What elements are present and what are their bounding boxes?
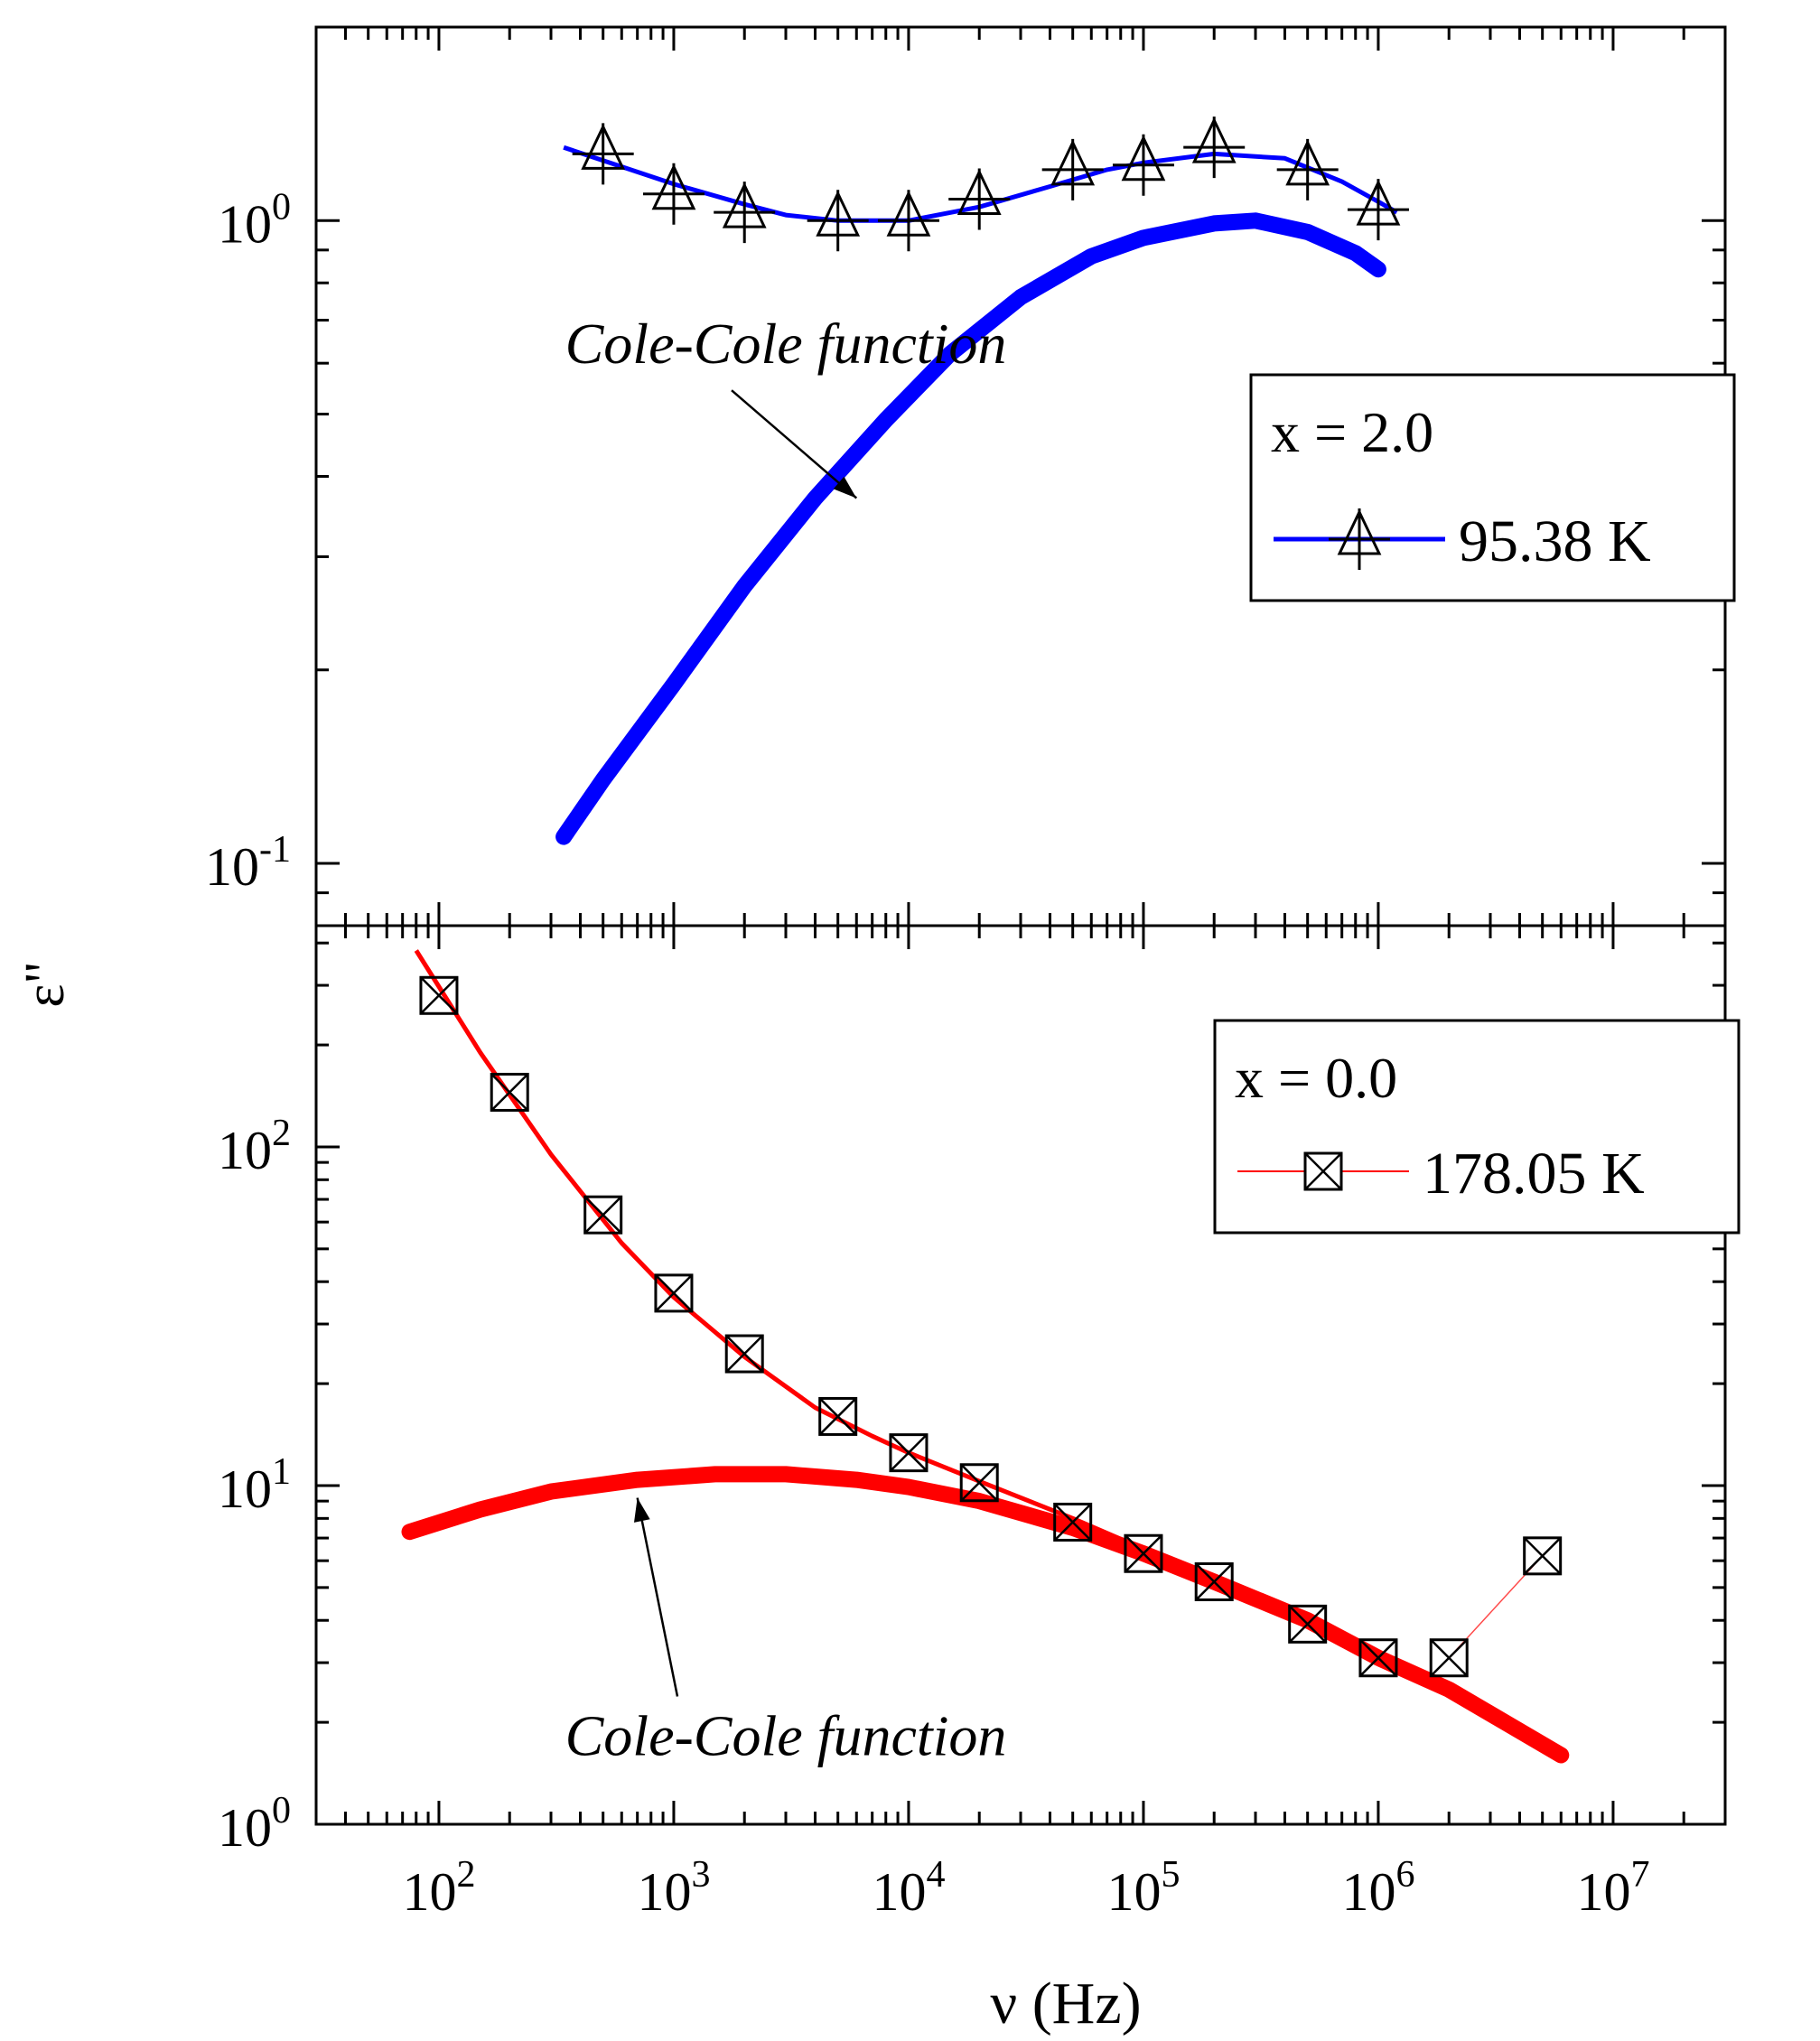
legend-box — [1249, 373, 1736, 602]
y-tick-label: 10-1 — [205, 829, 291, 897]
marker-x2 — [583, 1196, 622, 1235]
marker-square — [583, 1195, 623, 1235]
x-tick-label: 104 — [872, 1854, 945, 1922]
data-point-square — [1288, 1604, 1328, 1644]
legend: x = 2.0 95.38 K — [1249, 373, 1736, 602]
y-axis-label: ε" — [14, 961, 76, 1007]
marker-square — [959, 1463, 999, 1503]
cole-cole-annotation: Cole-Cole function — [565, 312, 1007, 376]
marker-x2 — [1053, 1503, 1092, 1542]
marker-x2 — [490, 1073, 529, 1112]
data-point-square — [490, 1072, 529, 1112]
data-point-square — [818, 1396, 858, 1436]
marker-x2 — [1288, 1605, 1327, 1644]
marker-x2 — [1430, 1638, 1469, 1677]
data-point-triangle — [1041, 138, 1104, 200]
marker-x2 — [818, 1397, 857, 1436]
marker-square — [724, 1334, 764, 1374]
x-axis-label: ν (Hz) — [990, 1971, 1141, 2036]
marker-square — [1523, 1536, 1563, 1576]
data-point-square — [889, 1433, 929, 1473]
cole-cole-curve — [555, 212, 1386, 845]
annotation-arrow-head — [633, 1497, 650, 1523]
marker-square — [1429, 1638, 1469, 1678]
cole-cole-annotation: Cole-Cole function — [565, 1703, 1007, 1767]
marker-square — [889, 1433, 929, 1473]
marker-square — [1358, 1638, 1398, 1678]
legend-entry-label: 95.38 K — [1459, 508, 1651, 574]
legend: x = 0.0 178.05 K — [1213, 1019, 1741, 1235]
marker-square — [654, 1273, 694, 1313]
data-point-triangle — [1276, 138, 1339, 200]
data-point-square — [724, 1334, 764, 1374]
data-point-triangle — [714, 182, 776, 244]
data-point-triangle — [1183, 116, 1246, 179]
data-point-triangle — [1112, 134, 1174, 196]
data-point-square — [1053, 1502, 1093, 1542]
data-point-square — [1523, 1536, 1563, 1576]
data-point-triangle — [642, 163, 705, 225]
data-point-square — [654, 1273, 694, 1313]
cole-cole-curve — [401, 1466, 1570, 1764]
marker-x2 — [960, 1463, 999, 1502]
data-point-square — [1194, 1561, 1234, 1601]
y-tick-label: 100 — [218, 186, 291, 254]
marker-square — [490, 1072, 529, 1112]
legend-entry-label: 178.05 K — [1423, 1141, 1645, 1207]
marker-x2 — [1125, 1534, 1162, 1573]
y-tick-label: 101 — [218, 1451, 291, 1519]
marker-square — [1124, 1533, 1163, 1573]
x-tick-label: 105 — [1106, 1854, 1180, 1922]
data-point-triangle — [1347, 179, 1409, 241]
data-point-square — [1124, 1533, 1163, 1573]
x-tick-label: 102 — [402, 1854, 475, 1922]
marker-x2 — [1195, 1562, 1234, 1601]
top-panel: 10-1 100 Cole-Cole function x = 2.0 95.38 K — [205, 25, 1736, 927]
marker-square — [419, 975, 459, 1015]
data-point-square — [959, 1463, 999, 1503]
data-point-triangle — [948, 168, 1011, 230]
legend-title: x = 0.0 — [1235, 1046, 1397, 1110]
annotation-arrow-head — [833, 476, 857, 499]
x-tick-label: 103 — [637, 1854, 710, 1922]
data-point-square — [419, 975, 459, 1015]
marker-x2 — [1359, 1638, 1397, 1677]
marker-square — [818, 1396, 858, 1436]
y-tick-label: 102 — [218, 1113, 291, 1180]
y-tick-label: 100 — [218, 1790, 291, 1858]
data-point-square — [1429, 1638, 1469, 1678]
marker-x2 — [725, 1335, 764, 1373]
marker-x2 — [890, 1433, 928, 1472]
x-tick-label: 106 — [1341, 1854, 1414, 1922]
data-point-square — [583, 1195, 623, 1235]
marker-x2 — [655, 1274, 693, 1312]
marker-square — [1194, 1561, 1234, 1601]
data-point-triangle — [807, 190, 869, 252]
legend-title: x = 2.0 — [1271, 400, 1433, 464]
marker-x2 — [420, 976, 458, 1015]
data-point-triangle — [572, 123, 634, 185]
data-point-square — [1358, 1638, 1398, 1678]
x-tick-label: 107 — [1576, 1854, 1649, 1922]
marker-square — [1053, 1502, 1093, 1542]
legend-marker-x2 — [1304, 1152, 1342, 1190]
legend-box — [1213, 1019, 1741, 1235]
annotation-arrow-line — [636, 1497, 679, 1697]
bottom-panel: 100 101 102 102 103 104 105 106 107 Cole-Cole fun… — [218, 924, 1741, 1922]
marker-x2 — [1523, 1536, 1562, 1575]
data-point-triangle — [877, 190, 939, 252]
annotation-arrow-line — [731, 389, 858, 499]
marker-square — [1288, 1604, 1328, 1644]
